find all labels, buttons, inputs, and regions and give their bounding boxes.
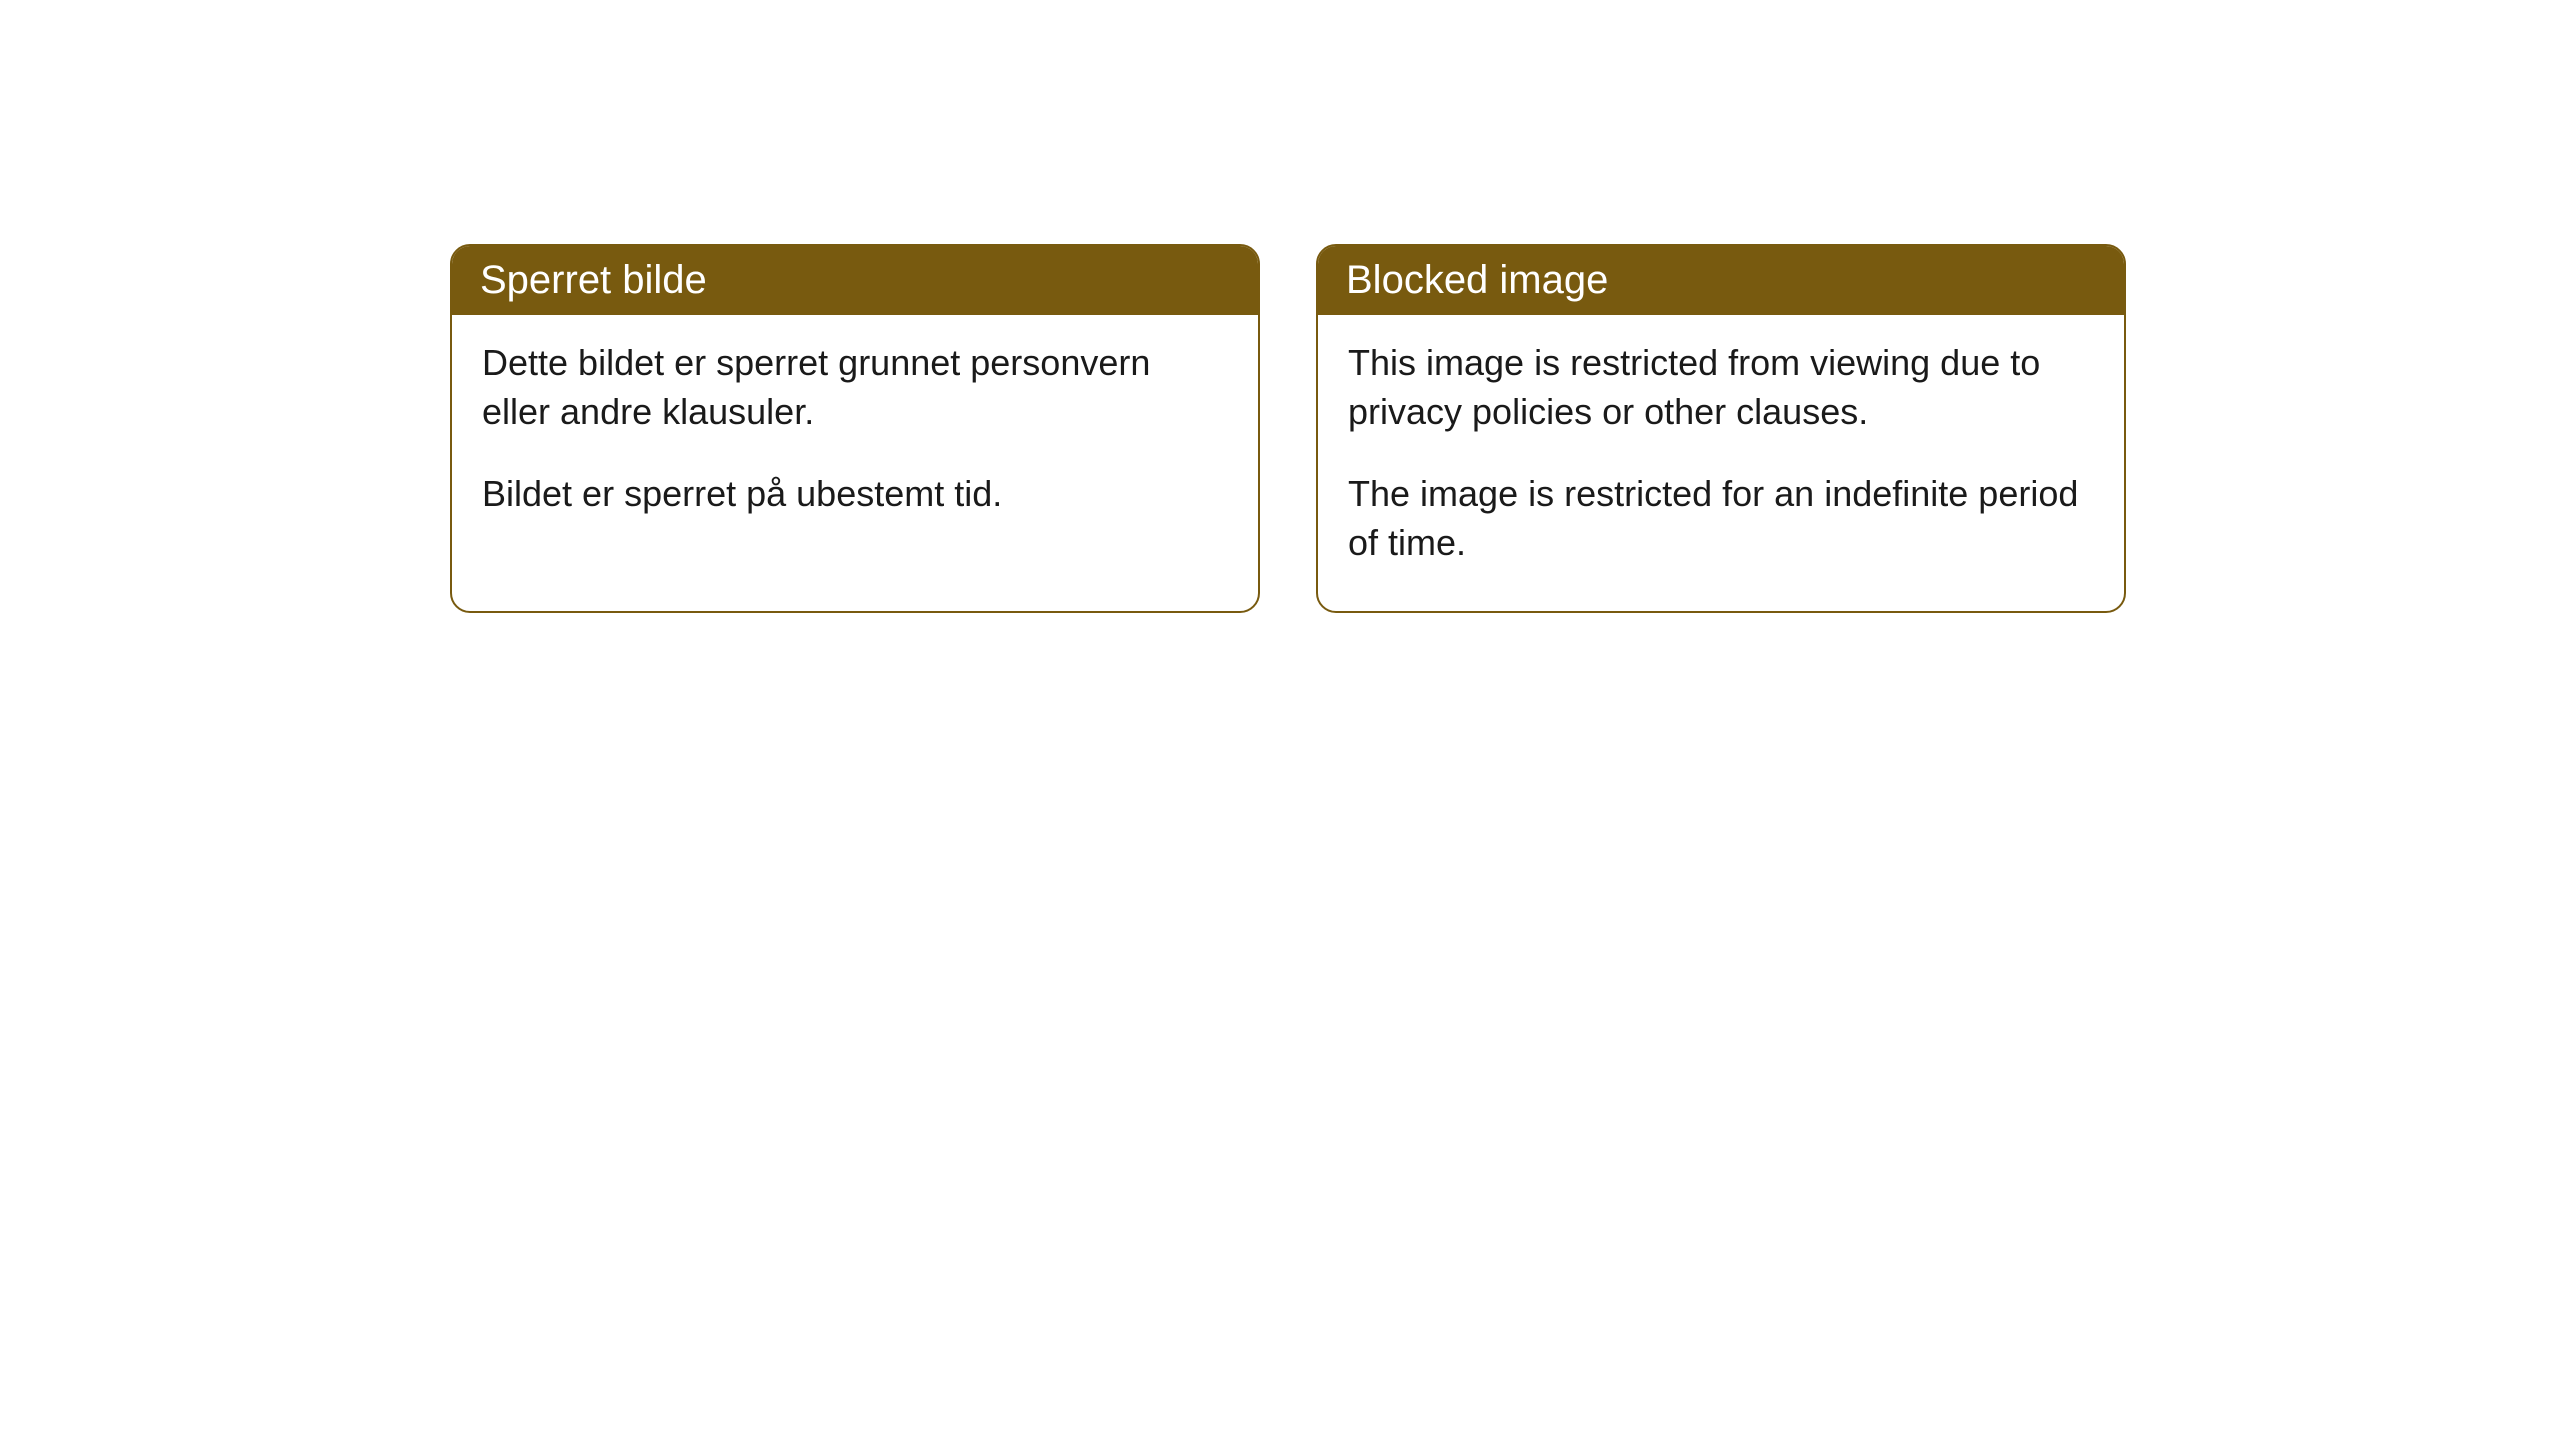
- card-body: Dette bildet er sperret grunnet personve…: [452, 315, 1258, 563]
- blocked-image-card-no: Sperret bilde Dette bildet er sperret gr…: [450, 244, 1260, 613]
- card-header: Sperret bilde: [452, 246, 1258, 315]
- card-paragraph: Bildet er sperret på ubestemt tid.: [482, 470, 1228, 519]
- card-paragraph: Dette bildet er sperret grunnet personve…: [482, 339, 1228, 436]
- blocked-image-card-en: Blocked image This image is restricted f…: [1316, 244, 2126, 613]
- card-paragraph: This image is restricted from viewing du…: [1348, 339, 2094, 436]
- card-paragraph: The image is restricted for an indefinit…: [1348, 470, 2094, 567]
- card-body: This image is restricted from viewing du…: [1318, 315, 2124, 611]
- notice-cards-container: Sperret bilde Dette bildet er sperret gr…: [450, 244, 2126, 613]
- card-header: Blocked image: [1318, 246, 2124, 315]
